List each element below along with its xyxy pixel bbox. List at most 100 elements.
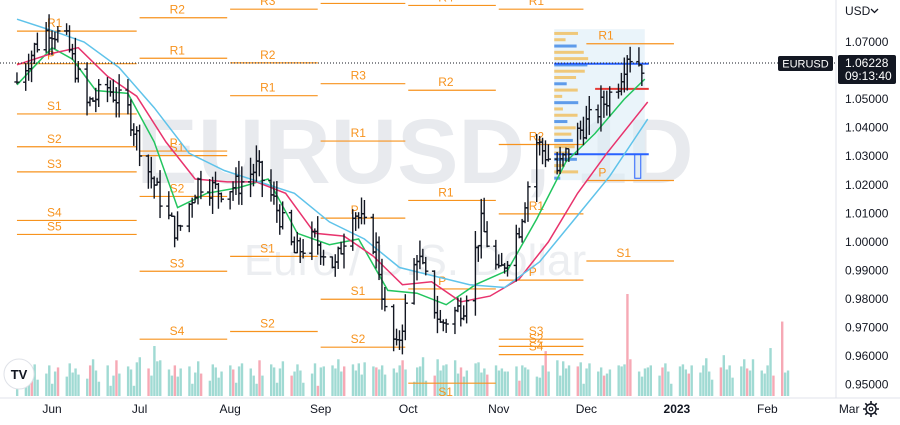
volume-bar bbox=[331, 365, 334, 396]
volume-bar bbox=[272, 367, 276, 396]
volume-bar bbox=[725, 369, 728, 396]
volume-bar bbox=[53, 371, 57, 396]
volume-bar bbox=[281, 361, 285, 396]
volume-bar bbox=[173, 365, 177, 396]
volume-bar bbox=[418, 366, 422, 396]
last-price-tag: EURUSD 1.06228 09:13:40 bbox=[778, 55, 896, 84]
logo-badge[interactable] bbox=[3, 358, 35, 390]
volume-bar bbox=[547, 371, 550, 396]
volume-bar bbox=[208, 380, 212, 396]
price-tick-label: 1.02000 bbox=[845, 178, 889, 192]
volume-bar bbox=[544, 351, 547, 396]
volume-bar bbox=[170, 375, 174, 396]
currency-selector[interactable]: USD bbox=[845, 4, 879, 18]
chevron-down-icon bbox=[870, 8, 879, 14]
volume-bar bbox=[766, 365, 769, 396]
ohlc-bar bbox=[84, 62, 90, 116]
price-tick-label: 1.07000 bbox=[845, 35, 889, 49]
volume-bar bbox=[214, 367, 217, 396]
time-tick-label: Mar bbox=[839, 402, 860, 416]
ohlc-bar bbox=[443, 318, 449, 333]
ohlc-bar bbox=[26, 53, 32, 81]
volume-bar bbox=[310, 373, 314, 396]
volume-profile-row bbox=[554, 75, 577, 79]
volume-bar bbox=[94, 370, 98, 396]
pivot-level-label: P bbox=[598, 165, 606, 179]
ohlc-bar bbox=[14, 72, 20, 85]
volume-bar bbox=[588, 363, 591, 396]
volume-bar bbox=[395, 372, 398, 396]
volume-bar bbox=[515, 366, 518, 396]
volume-bar bbox=[702, 365, 705, 396]
volume-bar bbox=[521, 365, 524, 396]
volume-bar bbox=[240, 363, 244, 396]
ohlc-bar bbox=[484, 221, 490, 248]
volume-bar bbox=[623, 364, 626, 396]
price-tick-label: 0.96000 bbox=[845, 349, 889, 363]
volume-bar bbox=[334, 368, 337, 396]
ohlc-bar bbox=[504, 261, 511, 277]
volume-bar bbox=[229, 365, 232, 396]
ohlc-bar bbox=[627, 46, 633, 73]
volume-bar bbox=[442, 365, 445, 396]
ohlc-bar bbox=[522, 202, 528, 224]
pivot-level-label: S3 bbox=[170, 256, 185, 270]
volume-bar bbox=[649, 365, 652, 396]
volume-bar bbox=[97, 381, 101, 396]
ohlc-bar bbox=[382, 286, 388, 312]
ohlc-bar bbox=[437, 309, 443, 323]
volume-bar bbox=[769, 348, 772, 396]
volume-bar bbox=[424, 380, 428, 396]
volume-bar bbox=[658, 375, 661, 396]
time-tick-label: 2023 bbox=[664, 402, 691, 416]
volume-bar bbox=[772, 375, 775, 396]
volume-bar bbox=[194, 372, 197, 396]
ohlc-bar bbox=[177, 224, 184, 231]
pivot-level-label: R1 bbox=[47, 16, 63, 30]
volume-bar bbox=[421, 357, 425, 396]
ohlc-bar bbox=[455, 297, 461, 313]
ohlc-bar bbox=[157, 170, 163, 219]
volume-bar bbox=[617, 365, 620, 396]
volume-bar bbox=[760, 370, 763, 396]
volume-bar bbox=[413, 381, 416, 396]
volume-profile-row bbox=[554, 38, 566, 42]
currency-selector-label[interactable]: USD bbox=[845, 4, 871, 18]
volume-bar bbox=[500, 368, 504, 396]
time-tick-label: Aug bbox=[219, 402, 240, 416]
volume-bar bbox=[319, 367, 323, 396]
pivot-level-label: S4 bbox=[170, 324, 185, 338]
volume-bar bbox=[88, 365, 92, 396]
price-tick-label: 1.04000 bbox=[845, 121, 889, 135]
volume-bar bbox=[783, 372, 787, 396]
volume-bar bbox=[620, 366, 623, 396]
volume-bar bbox=[249, 368, 252, 396]
ohlc-bar bbox=[31, 42, 38, 64]
volume-bar bbox=[699, 372, 702, 396]
settings-button[interactable] bbox=[860, 399, 882, 419]
pivot-level-label: R2 bbox=[170, 3, 186, 17]
ohlc-bar bbox=[87, 96, 93, 107]
volume-bar bbox=[637, 371, 641, 396]
volume-profile-row bbox=[554, 101, 579, 105]
volume-bar bbox=[126, 366, 130, 396]
volume-bar bbox=[678, 366, 682, 396]
volume-bar bbox=[302, 382, 305, 396]
volume-bar bbox=[383, 374, 387, 396]
volume-bar bbox=[661, 367, 664, 396]
pivot-level-label: R1 bbox=[260, 81, 276, 95]
volume-bar bbox=[74, 368, 77, 396]
volume-bar bbox=[576, 366, 579, 396]
tradingview-logo[interactable]: TV bbox=[3, 358, 35, 390]
ohlc-bar bbox=[198, 170, 204, 200]
ohlc-bar bbox=[280, 201, 286, 230]
volume-bar bbox=[640, 376, 644, 396]
volume-bar bbox=[684, 369, 688, 396]
price-tick-label: 0.95000 bbox=[845, 378, 889, 392]
ohlc-bar bbox=[464, 295, 470, 324]
volume-bar bbox=[199, 373, 203, 396]
volume-bar bbox=[380, 365, 384, 396]
volume-bar bbox=[503, 371, 506, 396]
volume-bar bbox=[234, 382, 238, 396]
volume-bar bbox=[401, 360, 404, 396]
